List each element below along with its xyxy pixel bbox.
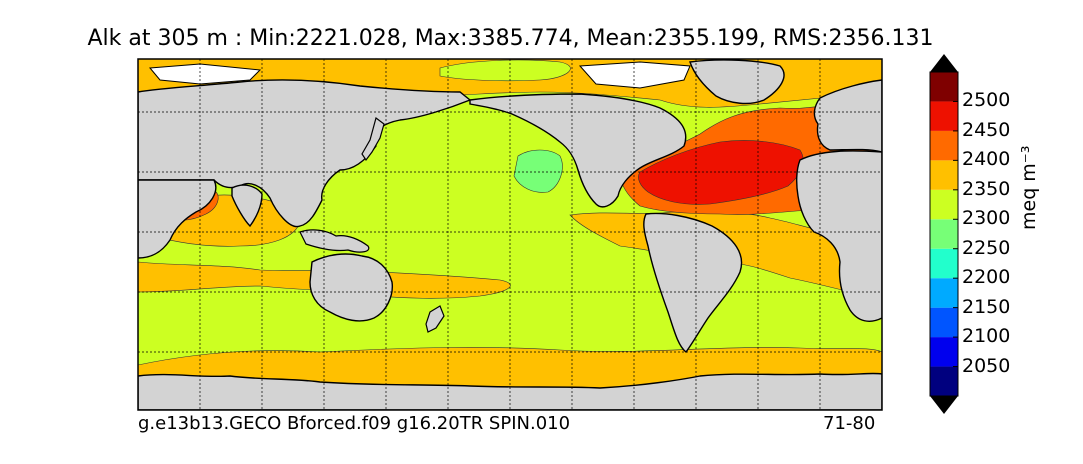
south-america-land xyxy=(643,212,743,353)
years-label: 71-80 xyxy=(823,413,876,434)
colorbar-segment xyxy=(930,307,958,338)
colorbar-segment xyxy=(930,72,958,102)
australia-land xyxy=(309,253,393,322)
colorbar-segment xyxy=(930,248,958,279)
map-frame xyxy=(137,58,883,411)
colorbar-segment xyxy=(930,337,958,367)
north-atlantic-red xyxy=(638,140,804,205)
japan-land xyxy=(361,116,385,162)
colorbar-tick-label: 2350 xyxy=(962,177,1011,200)
map-area xyxy=(138,59,882,410)
colorbar-segment xyxy=(930,160,958,190)
colorbar-tick-label: 2100 xyxy=(962,325,1011,348)
colorbar-units-label: meq m⁻³ xyxy=(1018,145,1040,230)
plot-title: Alk at 305 m : Min:2221.028, Max:3385.77… xyxy=(0,26,1083,51)
africa-land xyxy=(138,179,217,259)
colorbar-segment xyxy=(930,189,958,220)
colorbar-tick-label: 2050 xyxy=(962,354,1011,377)
colorbar-tick-label: 2250 xyxy=(962,236,1011,259)
north-america-land xyxy=(469,93,687,208)
colorbar-tick-label: 2450 xyxy=(962,118,1011,141)
colorbar-segment xyxy=(930,219,958,249)
arctic-nodata-2 xyxy=(578,61,691,89)
colorbar-tick-label: 2150 xyxy=(962,295,1011,318)
colorbar-tick-label: 2300 xyxy=(962,207,1011,230)
colorbar xyxy=(929,54,959,414)
colorbar-extend-max xyxy=(930,54,958,72)
colorbar-tick-label: 2200 xyxy=(962,266,1011,289)
colorbar-tick-label: 2400 xyxy=(962,148,1011,171)
greenland-land xyxy=(689,59,785,105)
colorbar-extend-min xyxy=(930,396,958,414)
colorbar-frame xyxy=(929,71,959,397)
plot-title-text: Alk at 305 m : Min:2221.028, Max:3385.77… xyxy=(87,26,934,51)
colorbar-segment xyxy=(930,366,958,396)
north-pacific-green-patch xyxy=(513,149,563,193)
south-pacific-band xyxy=(379,271,511,299)
india-land xyxy=(231,184,263,228)
colorbar-segment xyxy=(930,278,958,308)
new-zealand-land xyxy=(425,305,445,333)
colorbar-tick-label: 2500 xyxy=(962,89,1011,112)
europe-land xyxy=(813,79,882,153)
map-gridlines xyxy=(138,59,882,410)
arctic-green-patch xyxy=(439,59,571,82)
colorbar-segment xyxy=(930,130,958,161)
case-name-label: g.e13b13.GECO Bforced.f09 g16.20TR SPIN.… xyxy=(138,413,571,434)
colorbar-segment xyxy=(930,101,958,131)
